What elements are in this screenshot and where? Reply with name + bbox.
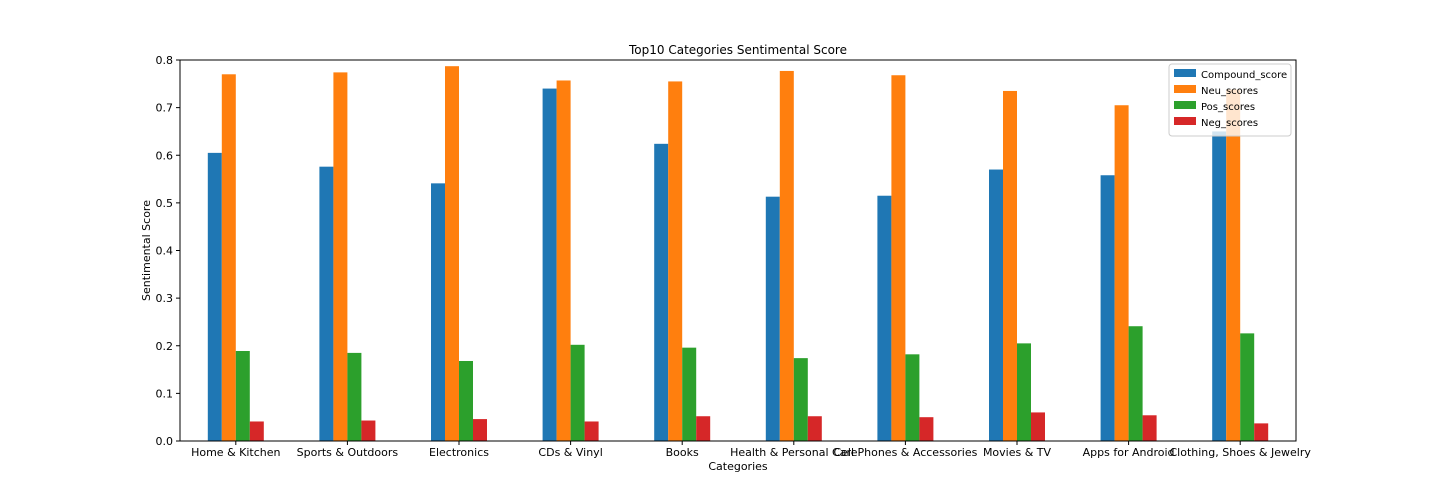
bar-neg-scores-6 (919, 417, 934, 441)
bar-pos-scores-0 (235, 350, 250, 441)
bar-neu-scores-7 (1003, 90, 1017, 442)
bar-neu-scores-9 (1226, 89, 1241, 441)
y-tick-label: 0.5 (156, 197, 174, 210)
x-tick-label: Sports & Outdoors (297, 446, 399, 459)
bar-pos-scores-5 (793, 358, 808, 441)
bar-neg-scores-5 (807, 416, 822, 441)
bar-neu-scores-8 (1114, 105, 1129, 442)
legend-entry-label: Pos_scores (1201, 102, 1255, 113)
y-axis-label: Sentimental Score (140, 200, 153, 301)
bar-pos-scores-7 (1017, 343, 1031, 441)
x-tick-label: Books (666, 446, 699, 459)
x-tick-label: Electronics (429, 446, 489, 459)
y-tick-label: 0.3 (156, 292, 174, 305)
bar-compound-score-0 (207, 152, 222, 441)
bar-compound-score-1 (319, 166, 334, 441)
y-tick-label: 0.6 (156, 149, 174, 162)
y-tick-label: 0.0 (156, 435, 174, 448)
bar-pos-scores-3 (570, 344, 585, 441)
chart-title: Top10 Categories Sentimental Score (628, 43, 847, 57)
bar-neu-scores-5 (779, 70, 794, 442)
bar-compound-score-3 (542, 88, 557, 441)
bar-pos-scores-8 (1128, 326, 1143, 441)
x-axis-label: Categories (708, 460, 768, 473)
x-tick-label: Apps for Android (1083, 446, 1175, 459)
bar-compound-score-9 (1212, 131, 1227, 441)
x-tick-label: Cell Phones & Accessories (833, 446, 977, 459)
legend-entry-label: Neu_scores (1201, 86, 1258, 97)
bar-pos-scores-2 (459, 360, 473, 441)
bar-neg-scores-1 (361, 420, 376, 441)
bar-neu-scores-4 (668, 81, 683, 442)
legend-swatch (1174, 117, 1196, 125)
bar-pos-scores-4 (682, 347, 697, 441)
bar-neg-scores-8 (1142, 415, 1157, 441)
x-tick-label: Clothing, Shoes & Jewelry (1170, 446, 1312, 459)
y-tick-label: 0.2 (156, 340, 174, 353)
bar-pos-scores-1 (347, 352, 362, 441)
bar-neg-scores-7 (1031, 412, 1045, 441)
x-tick-label: Movies & TV (983, 446, 1052, 459)
bar-neu-scores-1 (333, 72, 348, 441)
x-tick-label: Home & Kitchen (191, 446, 280, 459)
bar-pos-scores-9 (1240, 333, 1255, 441)
bar-neu-scores-2 (445, 66, 459, 441)
bar-compound-score-6 (877, 195, 892, 441)
bar-neg-scores-2 (473, 419, 487, 441)
legend-box (1168, 63, 1292, 137)
bar-neu-scores-6 (891, 75, 906, 442)
y-tick-label: 0.4 (156, 245, 174, 258)
bar-neg-scores-0 (249, 421, 264, 441)
legend-swatch (1174, 69, 1196, 77)
legend-swatch (1174, 101, 1196, 109)
bar-compound-score-7 (989, 169, 1003, 441)
legend: Compound_score Neu_scores Pos_scores Neg_sc… (1168, 63, 1292, 137)
bar-compound-score-4 (654, 143, 669, 441)
bar-neu-scores-0 (221, 74, 236, 441)
bar-neg-scores-3 (584, 421, 599, 441)
legend-entry-label: Compound_score (1201, 70, 1287, 81)
x-tick-label: CDs & Vinyl (538, 446, 602, 459)
bar-compound-score-8 (1100, 175, 1115, 441)
y-tick-label: 0.7 (156, 102, 174, 115)
bar-pos-scores-6 (905, 354, 920, 441)
bar-compound-score-2 (431, 183, 445, 441)
y-tick-label: 0.1 (156, 387, 174, 400)
y-tick-label: 0.8 (156, 54, 174, 67)
legend-entry-label: Neg_scores (1201, 118, 1258, 129)
bar-neu-scores-3 (556, 80, 571, 441)
bar-neg-scores-4 (696, 416, 711, 441)
x-tick-label: Health & Personal Care (730, 446, 858, 459)
bar-neg-scores-9 (1254, 423, 1269, 441)
legend-swatch (1174, 85, 1196, 93)
bar-compound-score-5 (765, 196, 780, 441)
